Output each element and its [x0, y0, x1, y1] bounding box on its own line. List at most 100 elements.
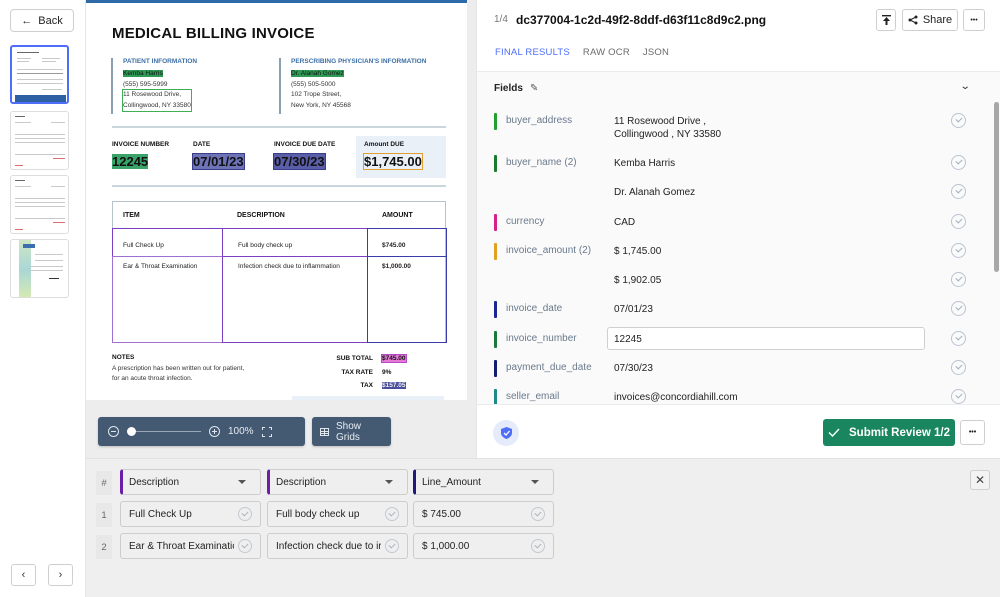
invoice-date-highlight[interactable]: 07/01/23 — [192, 153, 245, 170]
line-cell[interactable]: $ 745.00 — [413, 501, 554, 527]
confirm-check-icon[interactable] — [951, 389, 966, 404]
confirm-check-icon[interactable] — [951, 301, 966, 316]
row-index: 2 — [96, 535, 112, 559]
chevron-down-icon[interactable]: ⌄ — [959, 81, 971, 92]
divider — [112, 126, 446, 128]
confirm-check-icon[interactable] — [531, 507, 545, 521]
confirm-check-icon[interactable] — [951, 184, 966, 199]
zoom-level: 100% — [228, 426, 254, 437]
zoom-slider-handle[interactable] — [127, 427, 136, 436]
buyer-address-highlight[interactable]: 11 Rosewood Drive, Collingwood, NY 33580 — [122, 89, 192, 112]
column-select-description[interactable]: Description — [120, 469, 261, 495]
tab-json[interactable]: JSON — [642, 47, 670, 58]
caret-down-icon — [385, 480, 393, 484]
confirm-check-icon[interactable] — [951, 243, 966, 258]
confirm-check-icon[interactable] — [385, 507, 399, 521]
page-thumbnail-3[interactable] — [10, 175, 69, 234]
invoice-number-input[interactable]: 12245 — [607, 327, 925, 350]
doc-header-bar — [86, 0, 467, 3]
subtotal-highlight[interactable]: $745.00 — [381, 354, 407, 363]
invoice-number-highlight[interactable]: 12245 — [112, 154, 149, 169]
due-date-highlight[interactable]: 07/30/23 — [273, 153, 326, 170]
divider — [112, 185, 446, 187]
total-box — [292, 396, 444, 400]
file-name: dc377004-1c2d-49f2-8ddf-d63f11c8d9c2.png — [516, 13, 767, 27]
buyer-name-highlight[interactable]: Kemba Harris — [123, 70, 163, 77]
line-cell[interactable]: Full body check up — [267, 501, 408, 527]
previous-page-button[interactable]: ‹ — [11, 564, 36, 586]
line-cell[interactable]: $ 1,000.00 — [413, 533, 554, 559]
caret-down-icon — [531, 480, 539, 484]
column-select-line-amount[interactable]: Line_Amount — [413, 469, 554, 495]
invoice-title: MEDICAL BILLING INVOICE — [112, 25, 315, 42]
zoom-toolbar: 100% — [98, 417, 305, 446]
line-items-editor: # Description Description Line_Amount 1 … — [86, 458, 1000, 597]
show-grids-button[interactable]: Show Grids — [312, 417, 391, 446]
invoice-number-block: INVOICE NUMBER 12245 — [112, 141, 170, 169]
next-page-button[interactable]: › — [48, 564, 73, 586]
confirm-check-icon[interactable] — [951, 113, 966, 128]
document-viewer: MEDICAL BILLING INVOICE PATIENT INFORMAT… — [86, 0, 476, 458]
confirm-check-icon[interactable] — [385, 539, 399, 553]
invoice-document[interactable]: MEDICAL BILLING INVOICE PATIENT INFORMAT… — [86, 0, 467, 400]
zoom-in-icon[interactable] — [209, 426, 220, 437]
confirm-check-icon[interactable] — [238, 507, 252, 521]
caret-down-icon — [238, 480, 246, 484]
tab-final-results[interactable]: FINAL RESULTS — [495, 47, 570, 58]
confirm-check-icon[interactable] — [951, 155, 966, 170]
submit-review-button[interactable]: Submit Review 1/2 — [823, 419, 955, 446]
grid-icon — [320, 427, 329, 436]
line-cell[interactable]: Ear & Throat Examinatio — [120, 533, 261, 559]
arrow-left-icon: ← — [21, 14, 33, 27]
share-button[interactable]: Share — [902, 9, 958, 31]
line-cell[interactable]: Full Check Up — [120, 501, 261, 527]
column-select-description-2[interactable]: Description — [267, 469, 408, 495]
fields-section: Fields ✎ ⌄ buyer_address 11 Rosewood Dri… — [477, 72, 1000, 404]
more-actions-button[interactable]: ••• — [960, 420, 985, 445]
close-line-items-button[interactable]: ✕ — [970, 470, 990, 490]
zoom-out-icon[interactable] — [108, 426, 119, 437]
confirm-check-icon[interactable] — [951, 331, 966, 346]
chevron-right-icon: › — [58, 569, 63, 581]
results-panel: 1/4 dc377004-1c2d-49f2-8ddf-d63f11c8d9c2… — [476, 0, 1000, 458]
date-block: DATE 07/01/23 — [192, 141, 245, 170]
confirm-check-icon[interactable] — [238, 539, 252, 553]
physician-info: PERSCRIBING PHYSICIAN'S INFORMATION Dr. … — [279, 58, 426, 114]
physician-name-highlight[interactable]: Dr. Alanah Gomez — [291, 70, 344, 77]
ellipsis-icon: ••• — [970, 16, 978, 24]
amount-due-highlight[interactable]: $1,745.00 — [363, 153, 423, 170]
page-thumbnail-1[interactable] — [10, 45, 69, 104]
confirm-check-icon[interactable] — [951, 214, 966, 229]
line-items-table: ITEM DESCRIPTION AMOUNT Full Check Up Fu… — [112, 201, 447, 343]
row-index: 1 — [96, 503, 112, 527]
more-options-button[interactable]: ••• — [963, 9, 985, 31]
back-button[interactable]: ← Back — [10, 9, 74, 32]
page-thumbnail-4[interactable] — [10, 239, 69, 298]
ellipsis-icon: ••• — [968, 429, 977, 436]
amount-cell-box[interactable] — [367, 256, 447, 343]
confirm-check-icon[interactable] — [531, 539, 545, 553]
zoom-slider[interactable] — [127, 426, 201, 437]
upload-button[interactable] — [876, 9, 896, 31]
close-icon: ✕ — [974, 473, 986, 487]
tax-highlight[interactable]: $157.05 — [382, 382, 406, 389]
result-tabs: FINAL RESULTS RAW OCR JSON — [495, 47, 669, 58]
edit-pencil-icon[interactable]: ✎ — [530, 83, 539, 94]
share-icon — [908, 15, 918, 25]
scrollbar[interactable] — [994, 102, 999, 272]
amount-cell-box[interactable] — [367, 228, 447, 257]
confirm-check-icon[interactable] — [951, 360, 966, 375]
amount-due-block: Amount DUE $1,745.00 — [363, 141, 423, 170]
patient-info: PATIENT INFORMATION Kemba Harris (555) 5… — [111, 58, 197, 114]
chevron-left-icon: ‹ — [21, 569, 26, 581]
checkmark-icon — [828, 428, 840, 437]
page-thumbnail-2[interactable] — [10, 111, 69, 170]
page-indicator: 1/4 — [494, 14, 508, 25]
fit-screen-icon[interactable] — [261, 426, 272, 437]
tab-raw-ocr[interactable]: RAW OCR — [582, 47, 630, 58]
shield-check-icon[interactable] — [493, 420, 519, 446]
line-cell[interactable]: Infection check due to ir — [267, 533, 408, 559]
due-date-block: INVOICE DUE DATE 07/30/23 — [273, 141, 336, 170]
confirm-check-icon[interactable] — [951, 272, 966, 287]
